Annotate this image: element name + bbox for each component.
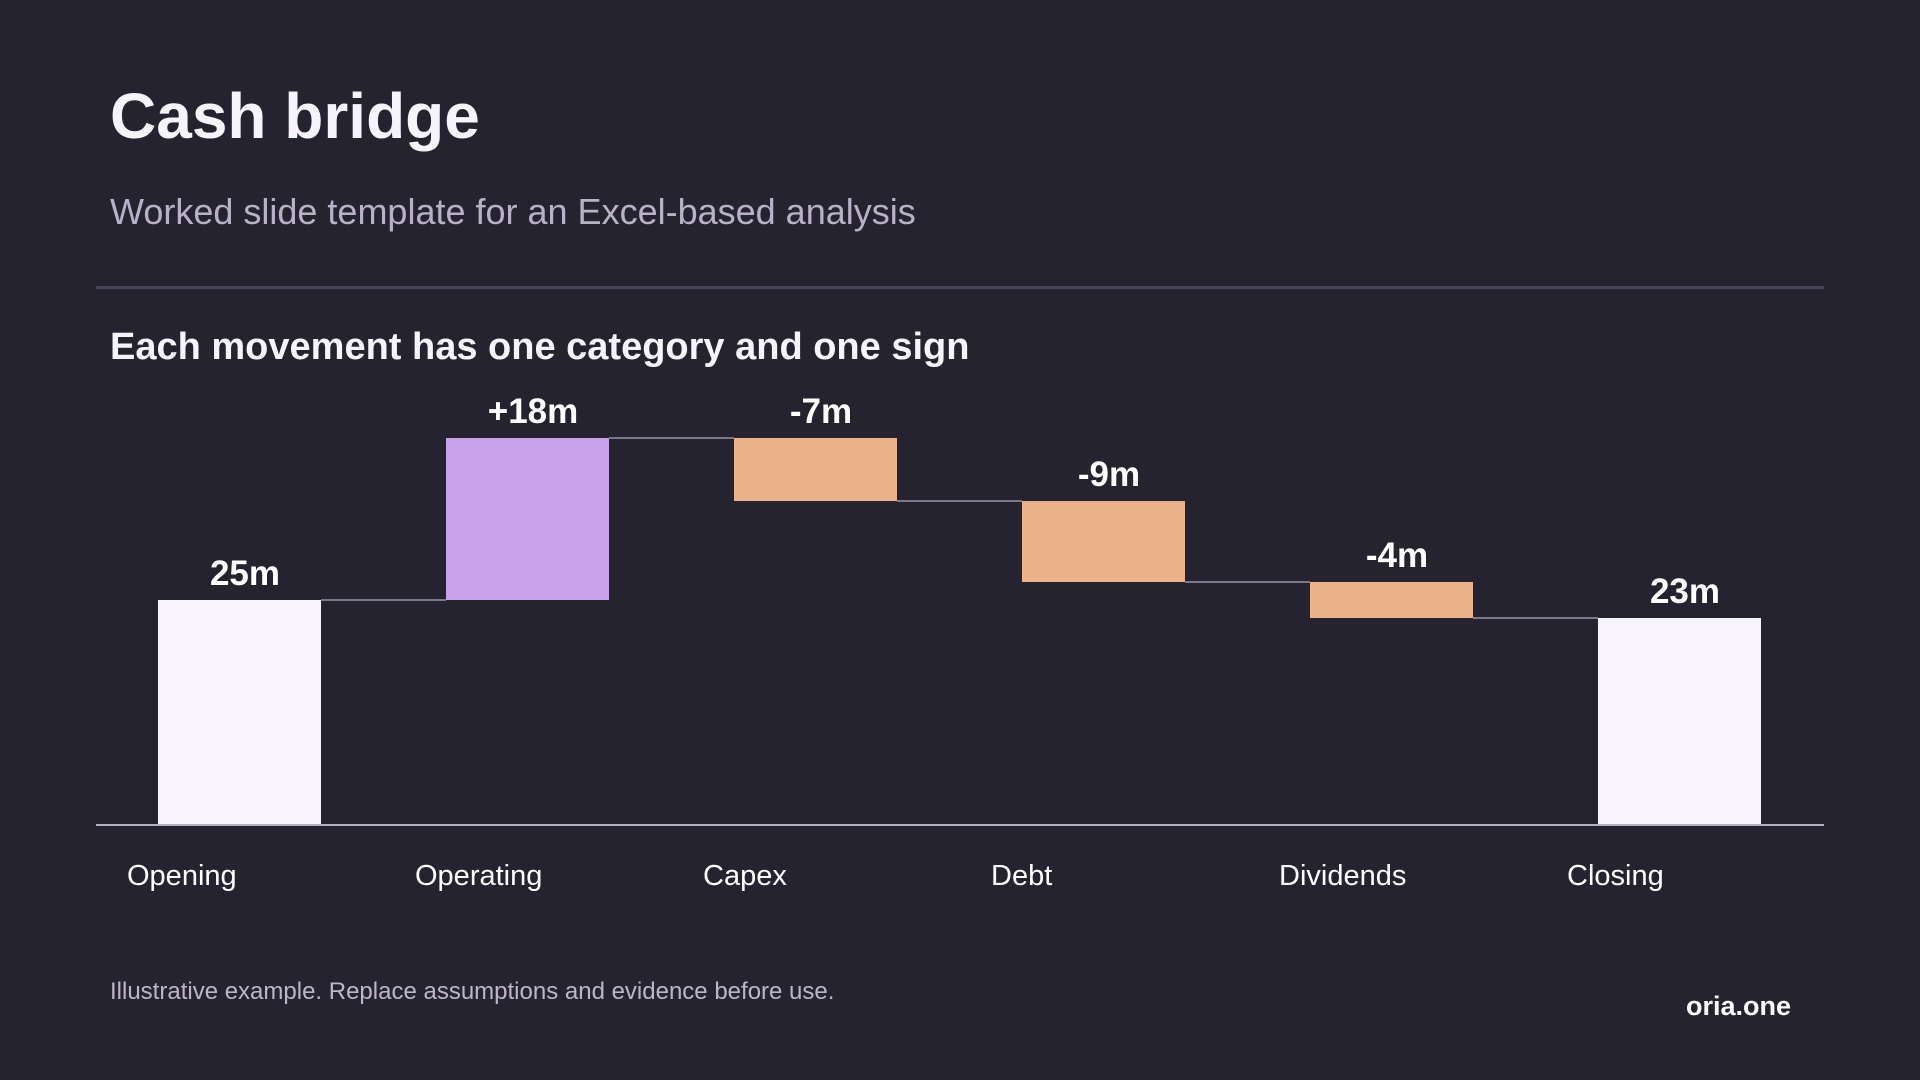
bar-value-label: 23m [1650, 572, 1720, 611]
category-label: Opening [127, 860, 237, 892]
bar-value-label: -9m [1078, 455, 1140, 494]
bar-capex [734, 438, 897, 501]
slide-subtitle: Worked slide template for an Excel-based… [110, 191, 916, 232]
bar-opening [158, 600, 321, 825]
footnote: Illustrative example. Replace assumption… [110, 978, 835, 1005]
bar-operating [446, 438, 609, 600]
category-label: Debt [991, 860, 1052, 892]
bar-closing [1598, 618, 1761, 825]
bar-value-label: -7m [790, 392, 852, 431]
bar-value-label: -4m [1366, 536, 1428, 575]
bar-debt [1022, 501, 1185, 582]
slide-title: Cash bridge [110, 80, 480, 152]
category-label: Operating [415, 860, 542, 892]
chart-heading: Each movement has one category and one s… [110, 326, 970, 368]
header-divider [96, 286, 1824, 289]
bar-value-label: 25m [210, 554, 280, 593]
category-label: Closing [1567, 860, 1664, 892]
bar-dividends [1310, 582, 1473, 618]
category-label: Capex [703, 860, 787, 892]
brand-logo-text: oria.one [1686, 991, 1792, 1021]
category-label: Dividends [1279, 860, 1406, 892]
bar-value-label: +18m [488, 392, 579, 431]
